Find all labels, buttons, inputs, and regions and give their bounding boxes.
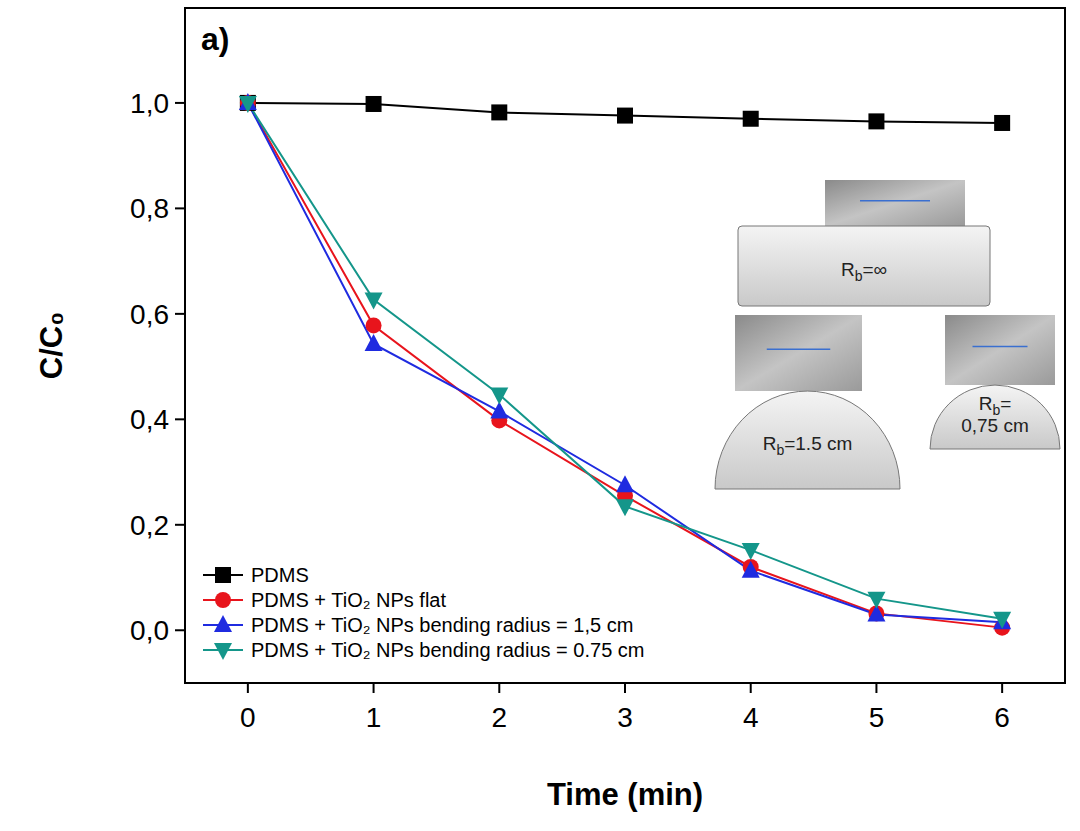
y-tick: [175, 524, 185, 526]
inset-support: [738, 226, 990, 306]
inset: Rb=0,75 cm: [930, 315, 1060, 449]
panel-letter: a): [201, 21, 229, 57]
y-tick: [175, 418, 185, 420]
y-tick-label: 0,4: [130, 404, 169, 435]
data-point: [366, 96, 382, 112]
plot-area: [239, 93, 1011, 636]
y-tick-label: 0,6: [130, 299, 169, 330]
data-point: [742, 543, 760, 560]
inset-photo: [945, 315, 1055, 385]
inset-label: Rb=1.5 cm: [763, 433, 853, 458]
inset-label: Rb=0,75 cm: [961, 393, 1029, 436]
x-tick-label: 5: [869, 702, 885, 733]
x-tick: [875, 683, 877, 693]
inset: Rb=1.5 cm: [715, 315, 900, 489]
series-line: [248, 103, 1002, 622]
y-tick: [175, 629, 185, 631]
x-tick: [247, 683, 249, 693]
data-point: [743, 111, 759, 127]
legend-label: PDMS: [251, 564, 309, 586]
series-line: [248, 103, 1002, 123]
x-tick-label: 0: [240, 702, 256, 733]
data-point: [365, 293, 383, 310]
data-point: [867, 592, 885, 609]
y-tick-label: 0,2: [130, 510, 169, 541]
data-point: [490, 388, 508, 405]
inset-film: [860, 200, 930, 202]
legend: PDMS PDMS + TiO₂ NPs flat PDMS + TiO₂ NPs …: [203, 564, 645, 661]
y-tick: [175, 102, 185, 104]
x-axis-title: Time (min): [547, 777, 703, 812]
series-line: [248, 103, 1002, 619]
x-tick-label: 3: [617, 702, 633, 733]
data-point: [868, 113, 884, 129]
x-tick-label: 2: [491, 702, 507, 733]
y-tick: [175, 207, 185, 209]
x-tick: [1001, 683, 1003, 693]
legend-marker: [215, 592, 231, 608]
legend-marker: [214, 643, 232, 660]
x-tick-label: 6: [994, 702, 1010, 733]
legend-label: PDMS + TiO₂ NPs bending radius = 1,5 cm: [251, 614, 633, 636]
x-tick: [624, 683, 626, 693]
data-point: [616, 475, 634, 492]
chart: 0,0 0,2 0,4 0,6 0,8 1,0 0 1 2 3 4 5 6 Time (min) C/C₀ P…: [0, 0, 1080, 831]
data-point: [616, 499, 634, 516]
y-axis-title: C/C₀: [34, 312, 69, 379]
x-tick: [750, 683, 752, 693]
x-tick-label: 1: [366, 702, 382, 733]
x-tick: [498, 683, 500, 693]
data-point: [742, 561, 760, 578]
legend-label: PDMS + TiO₂ NPs bending radius = 0.75 cm: [251, 639, 645, 661]
data-point: [239, 96, 257, 113]
inset-support: [930, 385, 1060, 449]
inset-photo: [825, 180, 965, 226]
data-point: [994, 115, 1010, 131]
inset-film: [973, 346, 1028, 348]
data-point: [993, 612, 1011, 629]
x-tick: [373, 683, 375, 693]
data-point: [491, 104, 507, 120]
legend-marker: [214, 615, 232, 632]
inset-photo: [735, 315, 862, 391]
inset-film: [767, 348, 831, 350]
x-tick-label: 4: [743, 702, 759, 733]
y-tick: [175, 313, 185, 315]
inset-support: [715, 391, 900, 489]
data-point: [617, 108, 633, 124]
plot-frame: [185, 8, 1065, 683]
inset: Rb=∞: [738, 180, 990, 306]
y-tick-label: 1,0: [130, 88, 169, 119]
inset-label: Rb=∞: [841, 259, 887, 284]
data-point: [365, 334, 383, 351]
y-tick-label: 0,8: [130, 193, 169, 224]
series-line: [248, 103, 1002, 628]
data-point: [993, 612, 1011, 629]
data-point: [366, 317, 382, 333]
legend-marker: [215, 567, 231, 583]
y-tick-label: 0,0: [130, 615, 169, 646]
legend-label: PDMS + TiO₂ NPs flat: [251, 589, 446, 611]
